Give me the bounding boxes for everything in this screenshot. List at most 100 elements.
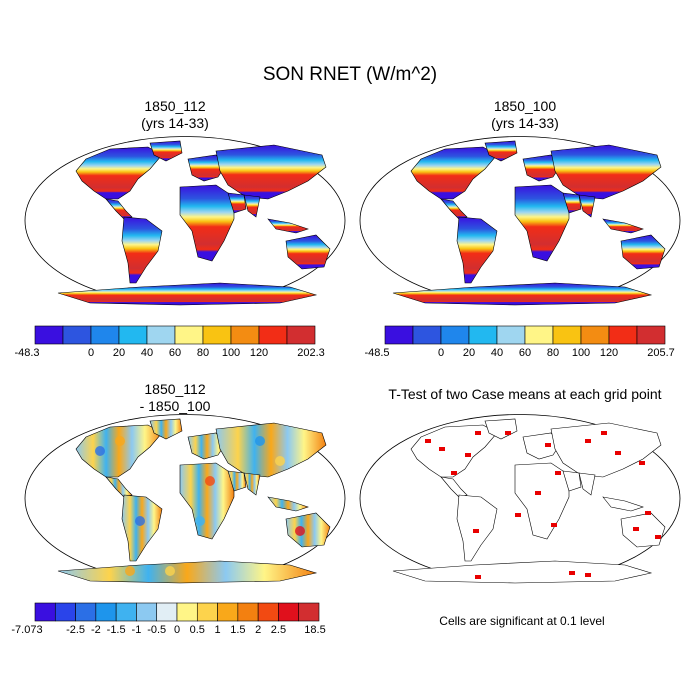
- significant-cell: [615, 451, 621, 455]
- landmass-indonesia: [602, 218, 644, 234]
- colorbar-2-tick-label: 40: [490, 347, 504, 359]
- landmass-antarctica: [392, 560, 653, 584]
- colorbar-2-swatch: [496, 325, 526, 345]
- panel-2-title: 1850_100 (yrs 14-33): [365, 98, 685, 132]
- colorbar-3-tick-label: -7.073: [11, 624, 43, 636]
- landmass-africa: [179, 462, 235, 540]
- colorbar-3-tick-label: 2.5: [270, 624, 287, 636]
- significant-cell: [515, 513, 521, 517]
- colorbar-2-swatch: [580, 325, 610, 345]
- colorbar-3-tick-label: 18.5: [304, 624, 326, 636]
- colorbar-3-swatch: [136, 602, 158, 622]
- colorbar-3-swatch: [156, 602, 178, 622]
- difference-patch: [115, 436, 125, 446]
- landmass-centralAmerica: [440, 198, 468, 220]
- landmass-northAmerica: [410, 146, 498, 200]
- landmass-europe: [522, 432, 562, 460]
- significant-cell: [633, 527, 639, 531]
- colorbar-3-swatch: [196, 602, 218, 622]
- colorbar-1-tick-label: 202.3: [297, 347, 325, 359]
- colorbar-2-tick-label: 205.7: [647, 347, 675, 359]
- map-panel-difference: [24, 414, 346, 584]
- significant-cell: [473, 529, 479, 533]
- colorbar-3-swatch: [237, 602, 259, 622]
- ttest-note: Cells are significant at 0.1 level: [439, 614, 605, 628]
- colorbar-3-tick-label: 0.5: [189, 624, 205, 636]
- significant-cell: [465, 453, 471, 457]
- colorbar-1-swatch: [118, 325, 148, 345]
- landmass-southAmerica: [456, 216, 498, 284]
- panel-4-title: T-Test of two Case means at each grid po…: [345, 386, 700, 403]
- colorbar-1-swatch: [230, 325, 260, 345]
- panel-1-title: 1850_112 (yrs 14-33): [15, 98, 335, 132]
- colorbar-2-swatch: [412, 325, 442, 345]
- landmass-india: [578, 472, 596, 496]
- landmass-australia: [285, 234, 331, 270]
- colorbar-2-tick-label: 100: [571, 347, 591, 359]
- colorbar-3-tick-label: -1: [131, 624, 142, 636]
- colorbar-1-tick-label: 120: [249, 347, 269, 359]
- map-panel-1850-100: [359, 136, 681, 306]
- significant-cell: [585, 439, 591, 443]
- significant-cell: [639, 461, 645, 465]
- colorbar-1-tick-label: 100: [221, 347, 241, 359]
- difference-patch: [125, 566, 135, 576]
- landmass-northAmerica: [75, 424, 163, 478]
- significant-cell: [569, 571, 575, 575]
- landmass-centralAmerica: [440, 476, 468, 498]
- landmass-centralAmerica: [105, 198, 133, 220]
- panel-2-title-line2: (yrs 14-33): [491, 115, 559, 131]
- landmass-southAmerica: [121, 494, 163, 562]
- colorbar-1-swatch: [146, 325, 176, 345]
- difference-patch: [295, 526, 305, 536]
- difference-patch: [135, 516, 145, 526]
- significant-cell: [555, 471, 561, 475]
- colorbar-1-swatch: [62, 325, 92, 345]
- colorbar-2: [384, 325, 666, 345]
- landmass-europe: [187, 154, 227, 182]
- colorbar-1-tick-label: 0: [87, 347, 95, 359]
- significant-cell: [585, 573, 591, 577]
- difference-patch: [195, 516, 205, 526]
- landmass-australia: [620, 234, 666, 270]
- colorbar-3-tick-label: -0.5: [147, 624, 167, 636]
- colorbar-3-tick-label: 1: [214, 624, 221, 636]
- panel-1-title-line1: 1850_112: [144, 98, 206, 114]
- main-title: SON RNET (W/m^2): [262, 64, 438, 85]
- colorbar-3-tick-label: 0: [173, 624, 181, 636]
- colorbar-1-swatch: [90, 325, 120, 345]
- colorbar-3-tick-label: 2: [255, 624, 262, 636]
- significant-cell: [535, 491, 541, 495]
- landmass-northAmerica: [75, 146, 163, 200]
- landmass-asia: [215, 422, 327, 478]
- landmass-greenland: [484, 140, 518, 162]
- colorbar-2-labels: -48.5 0 20 40 60 80 100 120 205.7: [0, 347, 700, 361]
- difference-patch: [205, 476, 215, 486]
- colorbar-2-swatch: [608, 325, 638, 345]
- landmass-arabia: [562, 470, 582, 492]
- panel-2-title-line1: 1850_100: [493, 98, 557, 114]
- panel-3-title-line1: 1850_112: [144, 381, 206, 397]
- colorbar-3: [34, 602, 320, 622]
- significant-cell: [551, 523, 557, 527]
- landmass-arabia: [227, 192, 247, 214]
- landmass-indonesia: [267, 496, 309, 512]
- colorbar-2-swatch: [636, 325, 666, 345]
- landmass-africa: [179, 184, 235, 262]
- landmass-india: [243, 472, 261, 496]
- landmass-asia: [550, 422, 662, 478]
- colorbar-1-swatch: [286, 325, 316, 345]
- landmass-centralAmerica: [105, 476, 133, 498]
- map-panel-1850-112: [24, 136, 346, 306]
- significant-cell: [645, 511, 651, 515]
- difference-patch: [95, 446, 105, 456]
- significant-cell: [505, 431, 511, 435]
- colorbar-3-tick-label: -1.5: [106, 624, 126, 636]
- colorbar-3-swatch: [176, 602, 198, 622]
- landmass-southAmerica: [456, 494, 498, 562]
- significant-cell: [601, 431, 607, 435]
- significant-cell: [475, 575, 481, 579]
- landmass-europe: [522, 154, 562, 182]
- colorbar-2-swatch: [552, 325, 582, 345]
- colorbar-3-labels: -7.073 -2.5 -2 -1.5 -1 -0.5 0 0.5 1 1.5 2 2.5 18.5: [0, 624, 700, 638]
